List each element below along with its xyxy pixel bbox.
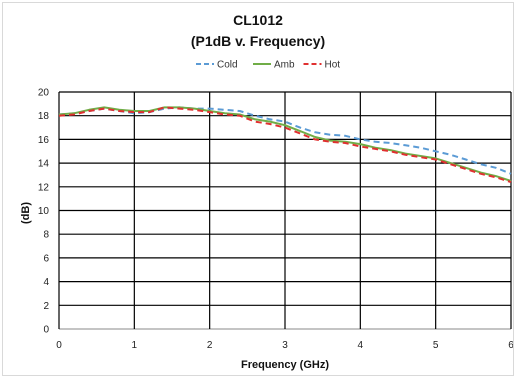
y-tick-label: 10 xyxy=(38,206,50,217)
y-tick-label: 12 xyxy=(38,182,50,193)
legend-label-amb: Amb xyxy=(274,60,295,71)
y-axis-ticks: 0 2 4 6 8 10 12 14 16 18 20 xyxy=(38,88,50,336)
y-tick-label: 0 xyxy=(43,325,49,336)
x-tick-label: 6 xyxy=(508,340,513,351)
series-line-hot xyxy=(58,106,512,184)
y-tick-label: 4 xyxy=(43,277,49,288)
series-line-cold xyxy=(58,106,512,175)
y-tick-label: 18 xyxy=(38,111,50,122)
y-axis-label: (dB) xyxy=(20,202,32,224)
y-tick-label: 14 xyxy=(38,159,50,170)
x-tick-label: 2 xyxy=(207,340,213,351)
x-tick-label: 4 xyxy=(358,340,364,351)
y-tick-label: 16 xyxy=(38,135,50,146)
x-axis-ticks: 0 1 2 3 4 5 6 xyxy=(56,340,513,351)
p1db-frequency-chart: CL1012 (P1dB v. Frequency) Cold Amb Hot 0 2… xyxy=(20,12,513,371)
y-tick-label: 8 xyxy=(43,230,49,241)
series-line-amb xyxy=(58,106,512,182)
x-tick-label: 3 xyxy=(282,340,288,351)
y-tick-label: 6 xyxy=(43,253,49,264)
y-tick-label: 2 xyxy=(43,301,49,312)
x-axis-label: Frequency (GHz) xyxy=(241,359,329,371)
legend: Cold Amb Hot xyxy=(196,60,340,71)
legend-label-cold: Cold xyxy=(217,60,238,71)
grid xyxy=(58,91,512,330)
series-group xyxy=(58,106,512,184)
y-tick-label: 20 xyxy=(38,88,50,99)
x-tick-label: 0 xyxy=(56,340,62,351)
x-tick-label: 5 xyxy=(433,340,439,351)
chart-subtitle: (P1dB v. Frequency) xyxy=(191,33,325,49)
chart-frame: CL1012 (P1dB v. Frequency) Cold Amb Hot 0 2… xyxy=(2,2,514,376)
x-tick-label: 1 xyxy=(132,340,138,351)
chart-title: CL1012 xyxy=(233,12,283,28)
legend-label-hot: Hot xyxy=(325,60,341,71)
